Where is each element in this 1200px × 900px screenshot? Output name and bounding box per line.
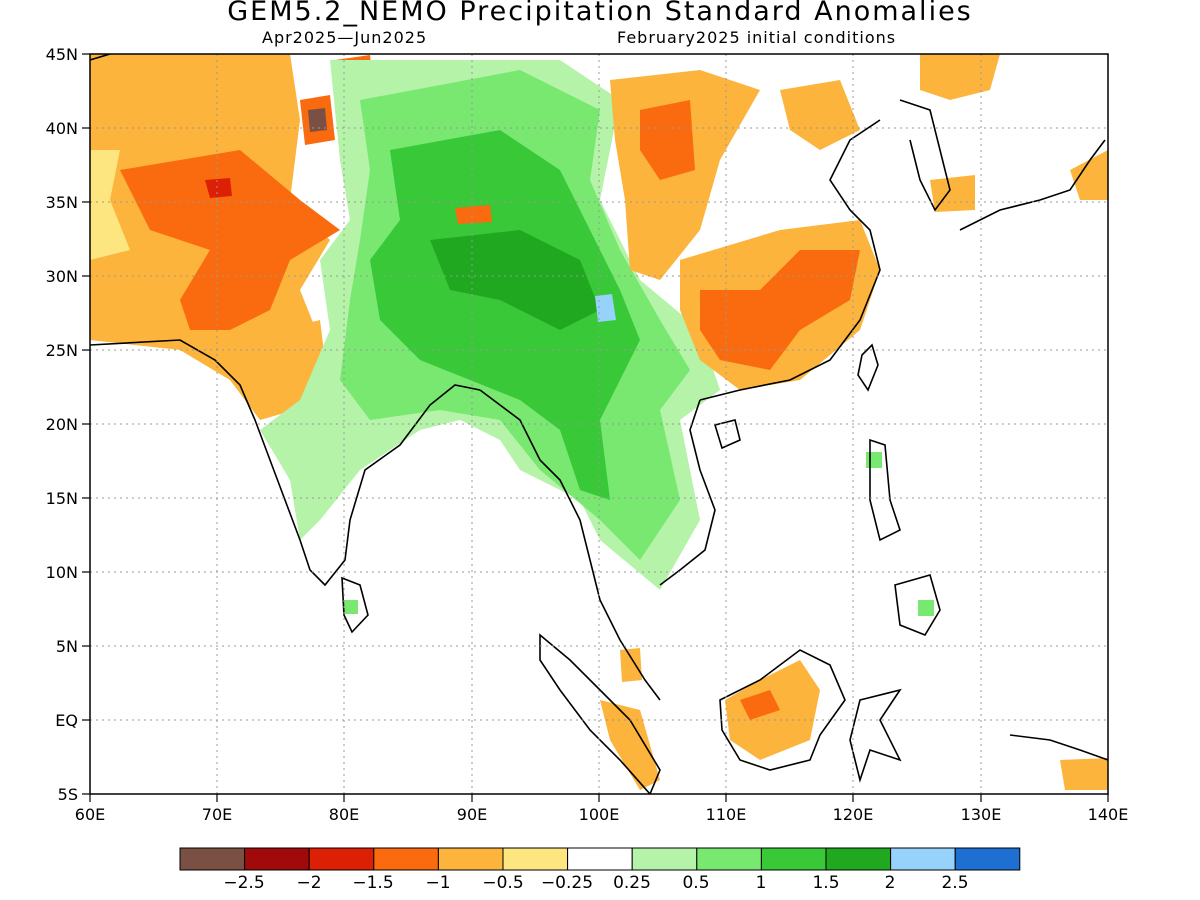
colorbar-swatch	[437, 847, 504, 871]
dry-region-china-north-strong	[640, 100, 695, 180]
dry-core-afghanistan	[205, 178, 232, 198]
colorbar-label: −2	[296, 873, 321, 893]
x-tick-label: 90E	[457, 805, 487, 824]
colorbar-swatch	[760, 847, 827, 871]
x-axis-labels: 60E 70E 80E 90E 100E 110E 120E 130E 140E	[75, 805, 1129, 824]
initial-conditions: February2025 initial conditions	[617, 28, 897, 47]
colorbar-swatch	[308, 847, 375, 871]
dry-region-borneo-strong	[740, 690, 780, 720]
y-tick-label: 15N	[46, 489, 78, 508]
x-tick-label: 60E	[75, 805, 105, 824]
x-tick-label: 120E	[833, 805, 874, 824]
wet-spot-mindanao	[918, 600, 934, 616]
anomaly-field	[90, 54, 1108, 790]
colorbar-swatch	[373, 847, 439, 871]
wet-spot-philippines	[866, 452, 882, 468]
colorbar-label: −0.5	[482, 873, 523, 893]
forecast-period: Apr2025—Jun2025	[262, 28, 428, 47]
colorbar-label: 0.5	[682, 873, 709, 893]
y-tick-label: 40N	[46, 119, 78, 138]
colorbar-swatch	[631, 847, 698, 871]
korea-coastline	[899, 99, 951, 212]
dry-region-korea-japan	[920, 54, 1000, 100]
colorbar-label: 1	[756, 873, 767, 893]
mindanao-coastline	[894, 574, 941, 636]
china-coastline	[699, 119, 881, 401]
sri-lanka-coastline	[341, 576, 369, 634]
wet-spot-sri-lanka	[344, 600, 358, 614]
x-tick-label: 80E	[329, 805, 359, 824]
chart-title: GEM5.2_NEMO Precipitation Standard Anoma…	[227, 0, 973, 27]
colorbar-swatch	[954, 847, 1021, 871]
y-tick-label: 5N	[56, 637, 78, 656]
vietnam-coastline	[659, 399, 716, 586]
colorbar-swatch	[567, 847, 633, 871]
y-tick-label: 5S	[58, 785, 78, 804]
newguinea-coastline	[1009, 734, 1108, 761]
colorbar-swatch	[502, 847, 569, 871]
colorbar-swatch	[825, 847, 892, 871]
dry-region-sumatra	[600, 700, 660, 790]
colorbar-label: −0.25	[541, 873, 593, 893]
indochina-coastline	[479, 389, 661, 701]
wet-region-strong	[370, 130, 640, 500]
y-tick-label: 10N	[46, 563, 78, 582]
colorbar-label: −1	[425, 873, 450, 893]
colorbar-label: 2	[885, 873, 896, 893]
luzon-coastline	[869, 438, 901, 542]
x-tick-label: 110E	[706, 805, 747, 824]
dry-region-japan	[1070, 150, 1108, 200]
dry-region-tibet-spot	[455, 205, 492, 224]
grid-lines	[90, 54, 1108, 794]
x-tick-label: 70E	[202, 805, 232, 824]
coastlines	[90, 54, 1108, 794]
wet-region-strongest	[430, 230, 600, 330]
wet-spot-sichuan	[595, 294, 616, 322]
y-tick-label: 20N	[46, 415, 78, 434]
dry-region-northeast	[780, 80, 860, 150]
sulawesi-coastline	[849, 688, 902, 783]
borneo-coastline	[719, 649, 846, 771]
y-axis-labels: 45N 40N 35N 30N 25N 20N 15N 10N 5N EQ 5S	[46, 45, 78, 804]
colorbar-swatch	[890, 847, 956, 871]
colorbar-label: −1.5	[352, 873, 393, 893]
sumatra-coastline	[539, 633, 661, 794]
colorbar-swatch	[179, 847, 246, 871]
x-tick-label: 100E	[579, 805, 620, 824]
caspian-coastline	[90, 54, 111, 61]
y-tick-label: 35N	[46, 193, 78, 212]
japan-coastline	[959, 139, 1106, 231]
y-tick-label: 30N	[46, 267, 78, 286]
colorbar-labels: −2.5 −2 −1.5 −1 −0.5 −0.25 0.25 0.5 1 1.…	[223, 873, 968, 893]
colorbar-swatch	[244, 847, 310, 871]
dry-spot-tarim-1-core	[308, 108, 327, 132]
colorbar-label: −2.5	[223, 873, 264, 893]
colorbar-label: 2.5	[941, 873, 968, 893]
y-tick-label: 25N	[46, 341, 78, 360]
dry-region-china-south-strong	[700, 250, 860, 370]
dry-region-malaya	[620, 648, 642, 682]
india-coastline	[90, 339, 481, 587]
dry-region-west-strong	[120, 150, 340, 330]
hainan-coastline	[713, 419, 741, 450]
colorbar	[179, 847, 1021, 871]
x-tick-label: 140E	[1088, 805, 1129, 824]
dry-region-west-light	[90, 150, 130, 260]
colorbar-label: 1.5	[812, 873, 839, 893]
y-tick-label: EQ	[55, 711, 78, 730]
colorbar-swatch	[696, 847, 762, 871]
x-tick-label: 130E	[961, 805, 1002, 824]
dry-region-newguinea	[1060, 758, 1108, 790]
y-tick-label: 45N	[46, 45, 78, 64]
axis-tick-marks	[82, 53, 1109, 802]
taiwan-coastline	[857, 343, 879, 392]
colorbar-label: 0.25	[613, 873, 651, 893]
